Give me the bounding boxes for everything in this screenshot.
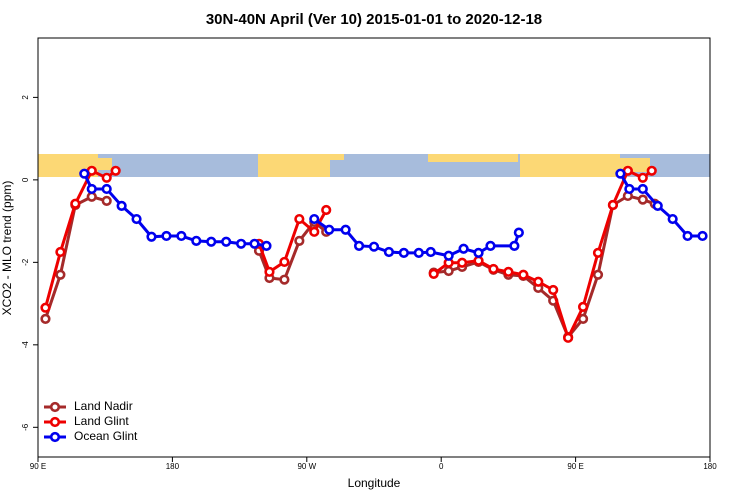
data-point (398, 247, 409, 258)
data-point (146, 231, 157, 242)
data-point (206, 236, 217, 247)
data-point (70, 198, 81, 209)
data-point (425, 246, 436, 258)
data-point (294, 213, 305, 225)
legend-marker (49, 431, 61, 443)
data-point (637, 194, 648, 205)
data-point (383, 246, 395, 258)
data-point (101, 183, 112, 195)
data-point (176, 230, 187, 242)
y-tick-label: 0 (21, 177, 30, 182)
data-point (592, 269, 604, 280)
y-axis-label: XCO2 - MLO trend (ppm) (0, 181, 14, 316)
data-point (513, 227, 524, 238)
data-point (131, 213, 142, 225)
map-land (428, 154, 518, 162)
data-point (503, 266, 514, 277)
data-point (667, 213, 678, 225)
map-land (98, 158, 112, 170)
data-point (509, 240, 520, 251)
x-tick-label: 90 E (567, 462, 583, 471)
data-point (368, 241, 380, 252)
data-point (264, 266, 275, 277)
data-point (55, 269, 66, 280)
data-point (563, 332, 574, 343)
x-tick-label: 0 (439, 462, 444, 471)
data-point (592, 247, 604, 258)
data-point (353, 240, 365, 251)
data-point (40, 313, 51, 324)
data-point (457, 257, 468, 268)
map-land (258, 154, 330, 177)
legend-label: Land Glint (74, 414, 129, 428)
data-point (652, 200, 663, 211)
data-point (309, 213, 320, 225)
data-point (101, 172, 112, 183)
data-point (485, 240, 496, 251)
data-point (607, 199, 619, 211)
data-point (321, 204, 332, 216)
data-point (279, 274, 290, 285)
y-tick-label: -2 (21, 258, 30, 266)
legend-marker (49, 416, 61, 428)
x-axis-label: Longitude (348, 476, 401, 490)
data-point (473, 247, 484, 258)
legend-label: Land Nadir (74, 399, 133, 413)
data-point (443, 250, 454, 261)
x-tick-label: 180 (703, 462, 717, 471)
data-point (221, 236, 232, 247)
series-line (44, 168, 653, 342)
x-tick-label: 180 (166, 462, 180, 471)
legend-label: Ocean Glint (74, 429, 138, 443)
data-point (324, 224, 335, 235)
data-point (637, 183, 648, 195)
data-point (101, 195, 112, 206)
data-point (261, 240, 272, 251)
data-point (116, 200, 127, 211)
data-point (548, 284, 559, 296)
x-tick-label: 90 E (30, 462, 46, 471)
data-point (637, 172, 648, 183)
data-point (86, 191, 97, 202)
data-point (615, 168, 626, 179)
data-point (577, 301, 589, 312)
map-strip (38, 154, 710, 177)
map-land (520, 154, 620, 177)
data-point (161, 230, 172, 242)
map-land (330, 154, 344, 160)
chart-title: 30N-40N April (Ver 10) 2015-01-01 to 202… (206, 11, 542, 28)
data-point (697, 230, 708, 242)
y-tick-label: 2 (21, 95, 30, 100)
data-point (340, 224, 351, 235)
data-point (682, 230, 693, 242)
data-point (235, 238, 247, 249)
data-point (624, 183, 635, 195)
data-point (79, 168, 90, 179)
data-point (428, 268, 439, 279)
data-point (110, 165, 121, 176)
plot-frame (37, 37, 711, 458)
data-point (40, 302, 51, 313)
y-tick-label: -6 (21, 423, 30, 431)
data-point (249, 238, 260, 249)
data-point (473, 255, 484, 266)
data-point (533, 276, 544, 287)
data-point (279, 256, 290, 268)
data-point (294, 235, 305, 247)
data-point (191, 235, 202, 247)
y-tick-label: -4 (21, 341, 30, 349)
data-point (309, 226, 320, 237)
data-point (518, 269, 529, 280)
data-point (86, 183, 97, 195)
data-point (577, 313, 589, 324)
data-point (413, 247, 424, 258)
x-tick-label: 90 W (297, 462, 316, 471)
data-point (458, 243, 469, 254)
data-point (443, 265, 454, 277)
data-point (646, 165, 657, 176)
data-point (55, 246, 66, 258)
data-point (488, 263, 499, 275)
legend-marker (49, 401, 61, 413)
